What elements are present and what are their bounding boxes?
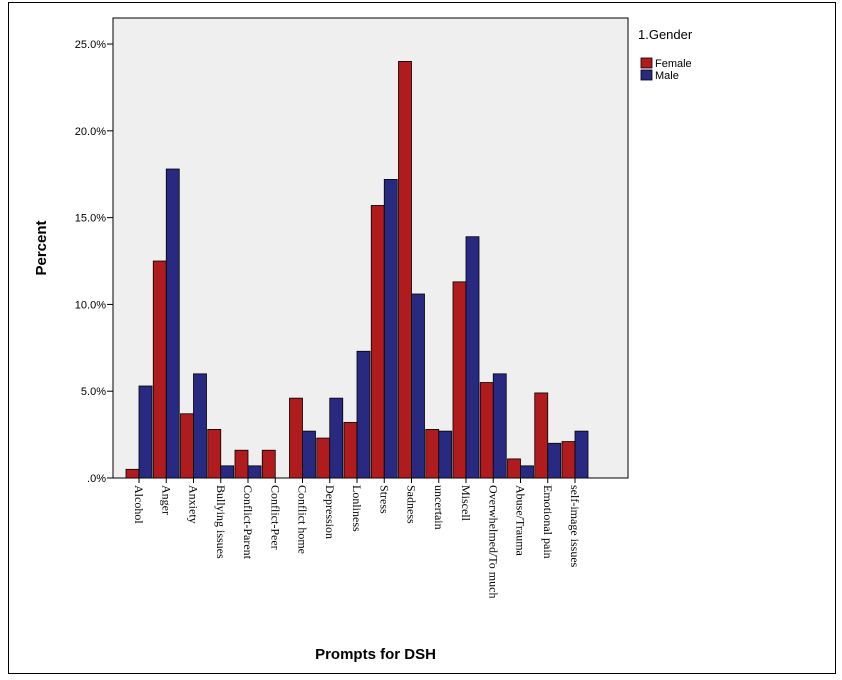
bar-male xyxy=(247,465,262,479)
bar-male xyxy=(547,442,562,479)
bar-female xyxy=(289,397,303,479)
bar-female xyxy=(561,441,576,479)
y-tick-label: 20.0% xyxy=(75,126,106,138)
x-tick-label: Anxiety xyxy=(187,485,201,524)
bars-group xyxy=(125,60,589,479)
bar-female xyxy=(125,468,140,479)
x-tick-label: self-image issues xyxy=(568,485,582,568)
x-tick-label: Abuse/Trauma xyxy=(514,485,528,557)
y-tick-label: 5.0% xyxy=(81,386,106,398)
x-tick-label: Emotional pain xyxy=(541,485,555,559)
bar-male xyxy=(302,430,316,479)
bar-male xyxy=(492,373,507,479)
x-tick-label: Conflict home xyxy=(296,485,310,554)
bar-male xyxy=(465,236,480,479)
bar-male xyxy=(356,350,371,479)
bar-female xyxy=(479,382,494,479)
bar-female xyxy=(152,260,167,479)
bar-female xyxy=(425,428,440,479)
x-tick-label: Bullying issues xyxy=(214,485,228,559)
x-tick-label: Conflict-Peer xyxy=(268,485,282,550)
bar-female xyxy=(261,449,276,479)
bar-male xyxy=(329,397,344,479)
legend-item-male: Male xyxy=(655,70,679,82)
bar-female xyxy=(398,60,412,479)
legend-swatch-male xyxy=(640,69,653,81)
x-tick-label: uncertain xyxy=(432,485,446,530)
x-tick-label: Stress xyxy=(377,485,391,514)
x-tick-label: Lonliness xyxy=(350,485,364,532)
bar-male xyxy=(411,293,425,479)
bar-male xyxy=(383,179,398,479)
bar-male xyxy=(165,168,180,479)
y-tick-label: 25.0% xyxy=(75,39,106,51)
x-tick-label: Depression xyxy=(323,485,337,539)
y-tick-label: .0% xyxy=(87,473,106,485)
x-tick-label: Alcohol xyxy=(132,485,146,524)
bar-female xyxy=(207,428,222,479)
bar-male xyxy=(193,373,207,479)
y-axis: .0% 5.0% 10.0% 15.0% 20.0% 25.0% xyxy=(75,39,113,485)
bar-male xyxy=(438,430,453,479)
y-tick-label: 15.0% xyxy=(75,213,106,225)
y-axis-label: Percent xyxy=(33,220,50,275)
bar-male xyxy=(520,465,534,479)
x-axis: Alcohol Anger Anxiety Bullying issues Confli… xyxy=(132,478,582,598)
bar-male xyxy=(138,385,153,479)
plot-area xyxy=(112,17,629,479)
legend-title: 1.Gender xyxy=(638,27,693,42)
bar-female xyxy=(452,281,467,479)
bar-male xyxy=(574,430,589,479)
x-tick-label: Conflict-Parent xyxy=(241,485,255,560)
x-tick-label: Anger xyxy=(159,485,173,515)
bar-female xyxy=(343,422,358,479)
y-tick-label: 10.0% xyxy=(75,299,106,311)
x-tick-label: Miscell xyxy=(459,485,473,522)
x-tick-label: Sadness xyxy=(405,485,419,524)
bar-female xyxy=(534,392,549,479)
bar-female xyxy=(370,205,385,479)
bar-female xyxy=(316,437,331,479)
x-tick-label: Overwhelmed/To much xyxy=(486,485,500,598)
bar-female xyxy=(234,449,249,479)
bar-female xyxy=(180,413,194,479)
bar-female xyxy=(507,458,521,479)
legend-item-female: Female xyxy=(655,58,692,70)
x-axis-label: Prompts for DSH xyxy=(315,646,436,663)
bar-male xyxy=(220,465,235,479)
legend-swatch-female xyxy=(640,57,653,69)
